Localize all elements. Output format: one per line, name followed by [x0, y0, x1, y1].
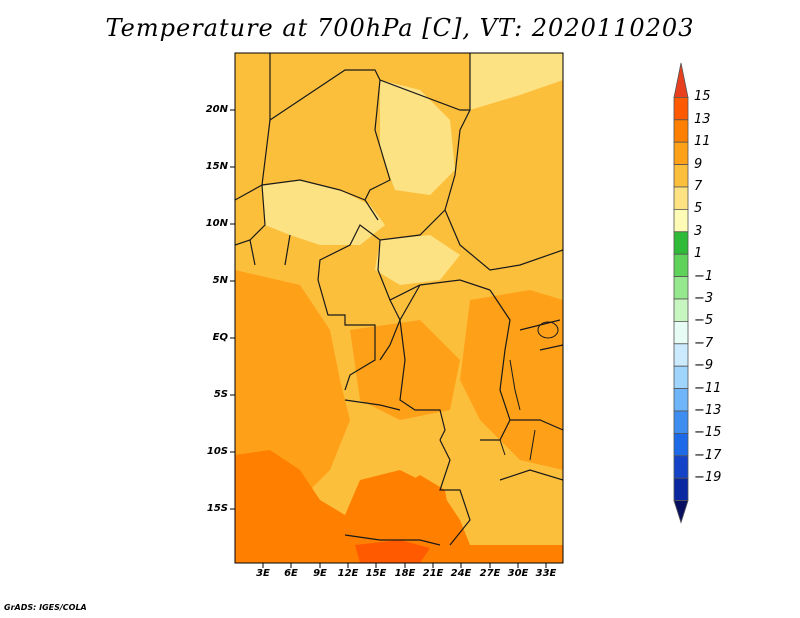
colorbar-segment — [673, 477, 689, 502]
colorbar-label: −1 — [694, 268, 714, 284]
colorbar-segment — [673, 276, 689, 300]
colorbar-segment — [673, 208, 689, 233]
field-11-13-angola — [380, 475, 450, 525]
lon-label-6e: 6E — [284, 568, 298, 579]
colorbar-segment — [673, 164, 689, 188]
colorbar-label: −19 — [694, 470, 722, 486]
colorbar-segment — [673, 298, 689, 322]
colorbar-label: −17 — [694, 447, 722, 463]
lat-label-10n: 10N — [205, 218, 228, 229]
field-9-11-east — [460, 290, 563, 470]
colorbar-segment — [673, 320, 689, 345]
colorbar-label: 11 — [694, 134, 711, 150]
lon-label-3e: 3E — [256, 568, 270, 579]
lat-label-15n: 15N — [205, 161, 228, 172]
colorbar-label: 9 — [694, 156, 703, 172]
colorbar-segment — [673, 119, 689, 143]
map-frame — [234, 52, 564, 564]
colorbar-label: 5 — [694, 201, 703, 217]
colorbar-segment — [673, 186, 689, 210]
field-5-7-sahel — [262, 180, 385, 245]
colorbar-label: −7 — [694, 335, 714, 351]
colorbar-bottom-triangle — [673, 500, 689, 524]
country-borders — [235, 53, 563, 546]
lat-label-20n: 20N — [205, 104, 228, 115]
lon-label-21e: 21E — [422, 568, 444, 579]
axis-ticks — [230, 109, 547, 568]
colorbar-label: −5 — [694, 313, 714, 329]
credit-label: GrADS: IGES/COLA — [4, 603, 87, 612]
lat-label-15s: 15S — [206, 503, 228, 514]
lon-label-9e: 9E — [313, 568, 327, 579]
colorbar-label: 15 — [694, 89, 711, 105]
lon-label-24e: 24E — [450, 568, 472, 579]
colorbar-label: 13 — [694, 111, 711, 127]
lat-label-5s: 5S — [213, 389, 228, 400]
field-5-7-north — [235, 53, 563, 110]
colorbar-segment — [673, 410, 689, 434]
colorbar-segment — [673, 231, 689, 255]
colorbar-segment — [673, 365, 689, 390]
colorbar-segment — [673, 253, 689, 277]
lakes — [499, 321, 559, 461]
field-5-7-chad — [380, 80, 455, 195]
colorbar-segment — [673, 388, 689, 412]
colorbar-segment — [673, 97, 689, 121]
colorbar-segment — [673, 432, 689, 457]
colorbar-segment — [673, 455, 689, 479]
colorbar-label: −9 — [694, 358, 714, 374]
map-title: Temperature at 700hPa [C], VT: 202011020… — [105, 14, 695, 42]
field-13-15-south — [355, 540, 430, 563]
lon-label-33e: 33E — [535, 568, 557, 579]
lon-label-30e: 30E — [507, 568, 529, 579]
colorbar-label: −11 — [694, 380, 722, 396]
colorbar-label: −13 — [694, 403, 722, 418]
field-9-11-center — [350, 320, 460, 420]
lon-label-18e: 18E — [394, 568, 416, 579]
colorbar-label: 3 — [694, 223, 703, 239]
colorbar-segment — [673, 141, 689, 165]
colorbar-label: 1 — [694, 246, 703, 262]
lon-label-27e: 27E — [479, 568, 501, 579]
colorbar-top-triangle — [673, 62, 689, 98]
colorbar-label: 7 — [694, 179, 703, 194]
colorbar — [673, 62, 689, 524]
colorbar-segment — [673, 343, 689, 367]
field-5-7-car — [375, 235, 460, 285]
lon-label-15e: 15E — [365, 568, 387, 579]
lat-label-5n: 5N — [212, 275, 228, 286]
lon-label-12e: 12E — [337, 568, 359, 579]
colorbar-label: −3 — [694, 291, 714, 306]
lat-label-eq: EQ — [212, 332, 228, 343]
lat-label-10s: 10S — [206, 446, 228, 457]
colorbar-label: −15 — [694, 425, 722, 441]
